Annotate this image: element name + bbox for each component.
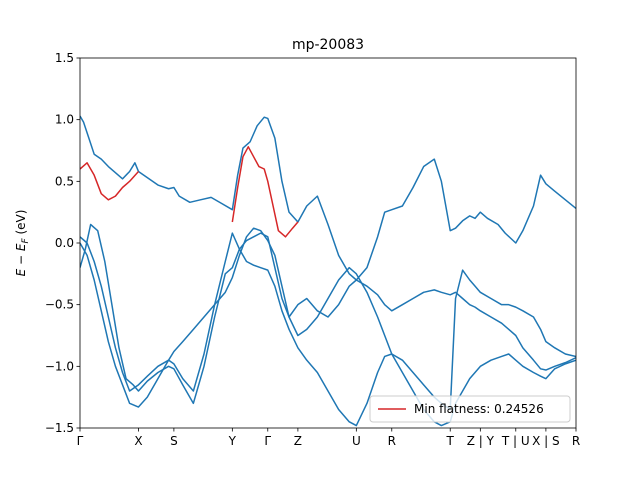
- x-tick-label: Z: [294, 434, 302, 448]
- y-tick-label: 0.0: [55, 236, 74, 250]
- x-tick-label: R: [388, 434, 396, 448]
- chart-title: mp-20083: [292, 37, 364, 53]
- y-tick-label: −1.0: [45, 359, 74, 373]
- band-line: [80, 115, 576, 281]
- legend-box: [369, 395, 571, 423]
- band-line: [80, 227, 576, 427]
- flat-band-segment: [231, 146, 299, 238]
- x-tick-label: Y: [228, 434, 237, 448]
- plot-frame: [79, 57, 577, 429]
- band-lines: [80, 115, 576, 427]
- svg-text:E − EF (eV): E − EF (eV): [14, 210, 31, 277]
- legend-label: Min flatness: 0.24526: [414, 402, 544, 416]
- legend: Min flatness: 0.24526: [369, 395, 571, 423]
- y-tick-label: 1.0: [55, 113, 74, 127]
- x-tick-label: U: [352, 434, 361, 448]
- x-tick-label: T | U: [501, 434, 530, 448]
- y-axis-label: E − EF (eV): [14, 210, 31, 277]
- flat-band-lines: [80, 146, 299, 238]
- flat-band-segment: [80, 162, 140, 201]
- y-tick-label: 1.5: [55, 51, 74, 65]
- x-tick-label: R: [572, 434, 580, 448]
- x-tick-label: Γ: [264, 434, 271, 448]
- y-tick-label: −0.5: [45, 298, 74, 312]
- x-tick-label: X | S: [532, 434, 560, 448]
- x-tick-label: S: [170, 434, 178, 448]
- y-axis-label-sub: F: [21, 238, 31, 244]
- y-tick-label: 0.5: [55, 174, 74, 188]
- y-axis-label-main: E − E: [14, 243, 28, 276]
- x-tick-label: X: [134, 434, 142, 448]
- x-tick-label: Z | Y: [467, 434, 495, 448]
- y-axis-ticks: −1.5 −1.0 −0.5 0.0 0.5 1.0 1.5: [45, 51, 80, 435]
- y-tick-label: −1.5: [45, 421, 74, 435]
- x-tick-label: Γ: [77, 434, 84, 448]
- band-line: [80, 232, 576, 427]
- band-line: [80, 223, 576, 405]
- y-axis-label-unit: (eV): [14, 210, 28, 239]
- x-tick-label: T: [446, 434, 455, 448]
